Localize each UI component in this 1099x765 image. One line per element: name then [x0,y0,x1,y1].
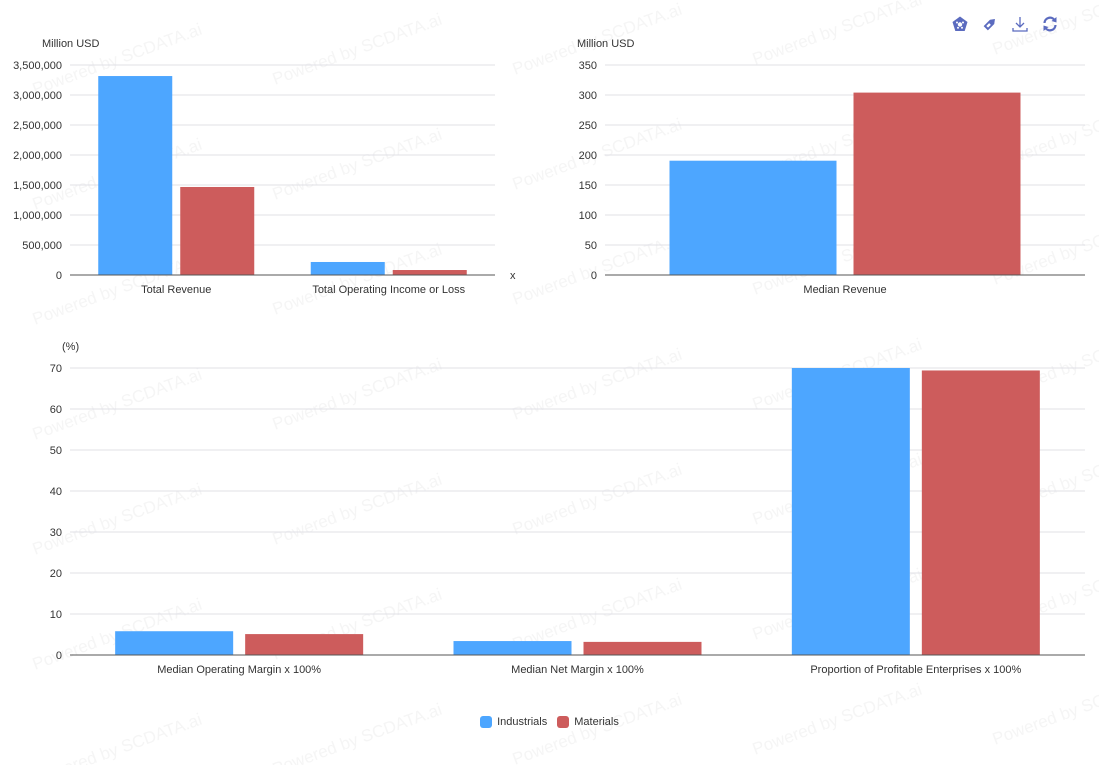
y-tick-label: 1,000,000 [13,210,62,222]
y-tick-label: 70 [50,363,62,375]
bar-industrials-0 [98,76,173,275]
legend-label: Materials [574,716,619,728]
refresh-icon [1043,16,1057,32]
y-tick-label: 30 [50,527,62,539]
legend-swatch-materials [557,716,570,728]
bar-materials-1 [583,641,702,655]
y-tick-label: 3,500,000 [13,60,62,72]
y-tick-label: 1,500,000 [13,180,62,192]
bar-materials-0 [180,186,255,275]
x-axis-label: x [510,270,516,282]
legend-label: Industrials [497,716,548,728]
legend: Industrials Materials [0,716,1099,728]
y-tick-label: 60 [50,404,62,416]
y-tick-label: 0 [56,650,62,662]
y-tick-label: 2,000,000 [13,150,62,162]
y-tick-label: 0 [591,270,597,282]
y-tick-label: 300 [579,90,597,102]
bar-materials-1 [392,270,467,275]
y-tick-label: 250 [579,120,597,132]
legend-item-industrials[interactable]: Industrials [480,716,547,728]
y-tick-label: 50 [50,445,62,457]
y-axis-label: Million USD [577,38,635,50]
download-icon [1012,17,1028,32]
y-tick-label: 100 [579,210,597,222]
y-tick-label: 500,000 [22,240,62,252]
bar-materials-0 [853,92,1021,275]
chart-toolbar [950,14,1060,34]
bar-industrials-2 [791,368,910,655]
y-tick-label: 350 [579,60,597,72]
x-tick-label: Median Revenue [803,284,886,296]
y-tick-label: 3,000,000 [13,90,62,102]
bar-industrials-1 [310,261,385,275]
bar-industrials-0 [669,160,837,275]
refresh-button[interactable] [1040,14,1060,34]
x-tick-label: Total Operating Income or Loss [312,284,465,296]
y-tick-label: 10 [50,609,62,621]
bar-industrials-0 [115,631,234,655]
y-tick-label: 20 [50,568,62,580]
x-tick-label: Proportion of Profitable Enterprises x 1… [810,664,1021,676]
bar-industrials-1 [453,641,572,655]
download-button[interactable] [1010,14,1030,34]
x-tick-label: Median Net Margin x 100% [511,664,644,676]
x-tick-label: Total Revenue [141,284,211,296]
y-tick-label: 200 [579,150,597,162]
x-tick-label: Median Operating Margin x 100% [157,664,321,676]
bar-materials-0 [245,634,364,655]
legend-item-materials[interactable]: Materials [557,716,619,728]
chart-type-button[interactable] [950,14,970,34]
bar-materials-2 [921,370,1040,655]
y-axis-label: (%) [62,341,79,353]
tag-icon [983,19,995,31]
chart-type-icon [952,16,968,31]
y-tick-label: 2,500,000 [13,120,62,132]
tag-button[interactable] [980,14,1000,34]
legend-swatch-industrials [480,716,493,728]
y-axis-label: Million USD [42,38,100,50]
y-tick-label: 40 [50,486,62,498]
y-tick-label: 150 [579,180,597,192]
y-tick-label: 50 [585,240,597,252]
y-tick-label: 0 [56,270,62,282]
